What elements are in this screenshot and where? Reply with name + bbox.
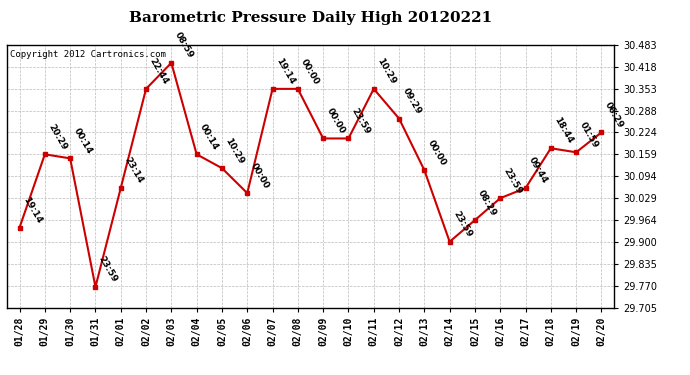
Text: 10:29: 10:29 <box>224 136 246 165</box>
Text: 00:00: 00:00 <box>426 138 448 167</box>
Text: 19:14: 19:14 <box>274 57 296 86</box>
Text: 22:44: 22:44 <box>148 57 170 86</box>
Text: 06:29: 06:29 <box>603 100 625 130</box>
Text: 18:44: 18:44 <box>552 116 575 146</box>
Text: Barometric Pressure Daily High 20120221: Barometric Pressure Daily High 20120221 <box>129 11 492 25</box>
Text: 19:14: 19:14 <box>21 195 43 225</box>
Text: 00:00: 00:00 <box>299 57 321 86</box>
Text: 23:59: 23:59 <box>502 166 524 195</box>
Text: 23:14: 23:14 <box>122 156 144 185</box>
Text: 08:59: 08:59 <box>172 31 195 60</box>
Text: 09:44: 09:44 <box>527 156 549 185</box>
Text: 00:00: 00:00 <box>248 162 270 190</box>
Text: Copyright 2012 Cartronics.com: Copyright 2012 Cartronics.com <box>10 50 166 59</box>
Text: 01:59: 01:59 <box>578 120 600 150</box>
Text: 00:14: 00:14 <box>198 122 220 152</box>
Text: 09:29: 09:29 <box>400 86 422 116</box>
Text: 10:29: 10:29 <box>375 57 397 86</box>
Text: 00:14: 00:14 <box>72 126 94 156</box>
Text: 23:59: 23:59 <box>97 255 119 284</box>
Text: 00:00: 00:00 <box>324 107 346 136</box>
Text: 23:59: 23:59 <box>451 210 473 239</box>
Text: 08:29: 08:29 <box>476 188 498 218</box>
Text: 20:29: 20:29 <box>46 122 68 152</box>
Text: 23:59: 23:59 <box>350 106 372 136</box>
